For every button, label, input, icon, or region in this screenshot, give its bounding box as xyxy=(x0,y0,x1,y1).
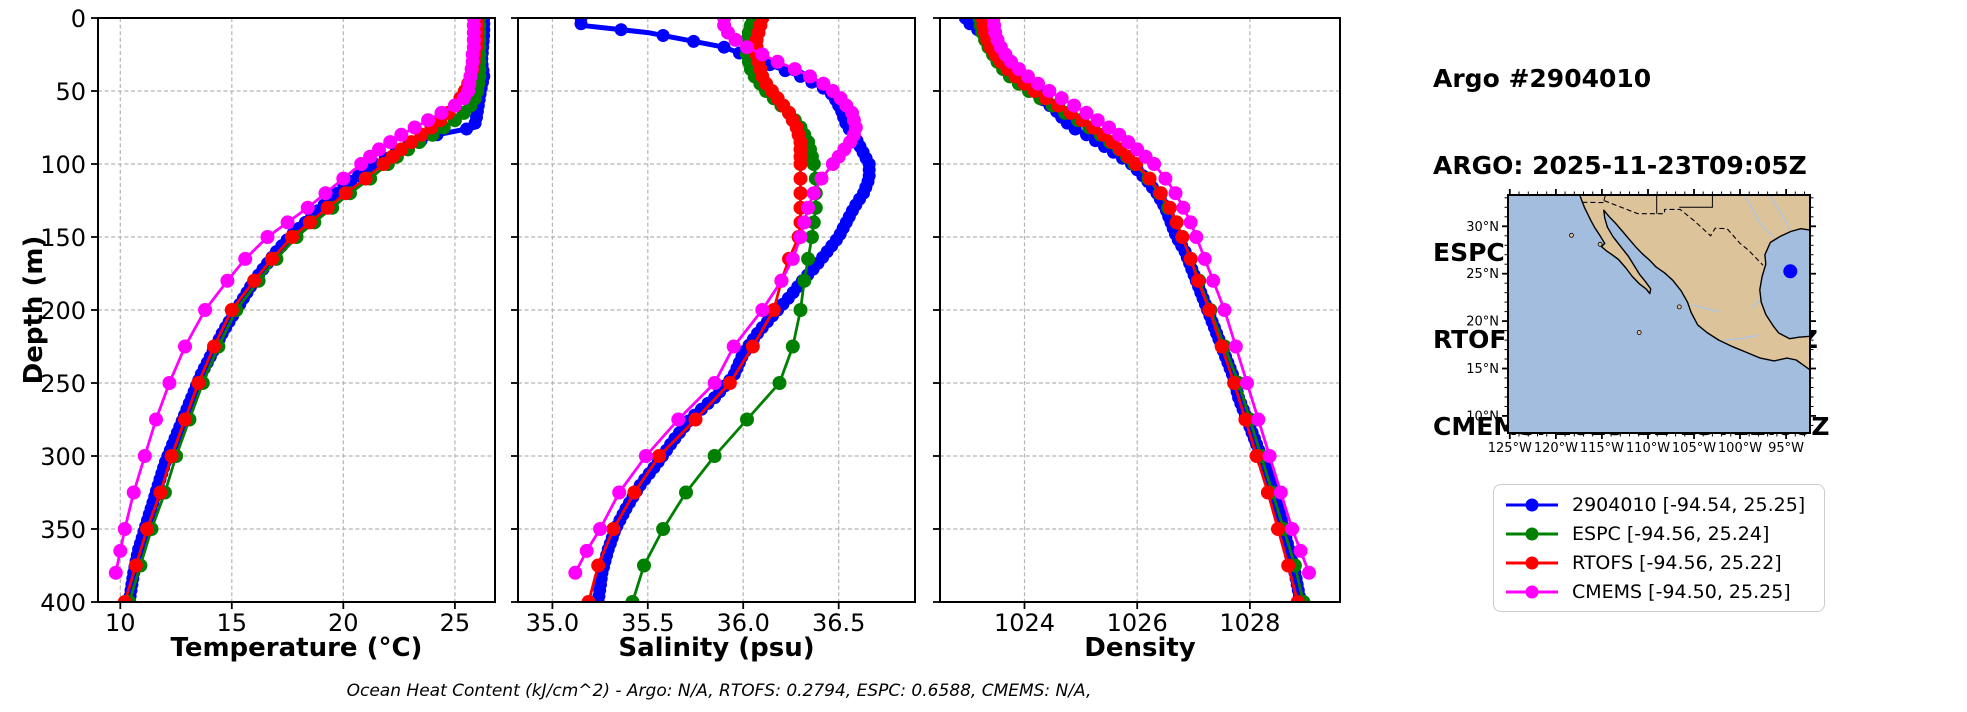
map-lon-tick-label: 105°W xyxy=(1672,441,1716,456)
legend-line-sample-rtofs xyxy=(1506,556,1558,569)
map-island xyxy=(1569,232,1574,238)
x-tick-label: 25 xyxy=(440,609,471,637)
salinity-profile-chart: 35.0 35.5 36.0 36.5 xyxy=(511,17,916,637)
map-lat-tick-label: 30°N xyxy=(1466,220,1499,235)
legend-item-espc: ESPC [-94.56, 25.24] xyxy=(1504,519,1824,548)
legend-line-sample-cmems xyxy=(1506,585,1558,598)
density-series-RTOFS xyxy=(975,18,1305,602)
map-island xyxy=(1597,241,1603,247)
map-river xyxy=(1750,299,1760,310)
x-tick-label: 35.5 xyxy=(621,609,674,637)
series-markers-CMEMS xyxy=(108,18,481,580)
temperature-series-group xyxy=(108,18,491,602)
map-island xyxy=(1676,304,1682,310)
map-river xyxy=(1744,194,1775,239)
salinity-series-group xyxy=(568,18,876,602)
legend-sample-marker xyxy=(1525,527,1539,540)
argo-timestamp: ARGO: 2025-11-23T09:05Z xyxy=(1433,151,1807,180)
map-country-border xyxy=(1582,199,1764,266)
temperature-series-CMEMS xyxy=(108,18,481,580)
density-profile-chart: 1024 1026 1028 xyxy=(933,17,1341,637)
y-tick-label: 350 xyxy=(40,516,86,544)
series-markers-CMEMS xyxy=(568,18,863,580)
x-tick-label: 35.0 xyxy=(526,609,579,637)
float-title: Argo #2904010 xyxy=(1433,64,1652,93)
map-lon-tick-label: 120°W xyxy=(1534,441,1578,456)
map-lat-tick-label: 20°N xyxy=(1466,315,1499,330)
float-position-marker xyxy=(1783,264,1798,279)
temperature-axis-label: Temperature (°C) xyxy=(170,633,423,663)
legend-item-argo: 2904010 [-94.54, 25.25] xyxy=(1504,490,1824,519)
legend-sample-marker xyxy=(1525,585,1539,598)
x-tick-label: 1026 xyxy=(1107,609,1168,637)
ocean-heat-content-caption: Ocean Heat Content (kJ/cm^2) - Argo: N/A… xyxy=(346,681,1092,701)
map-lat-tick-label: 15°N xyxy=(1466,362,1499,377)
map-lat-tick-label: 10°N xyxy=(1466,409,1499,424)
map-lon-tick-label: 100°W xyxy=(1718,441,1762,456)
salinity-series-CMEMS xyxy=(568,18,863,580)
salinity-axis-label: Salinity (psu) xyxy=(618,633,815,663)
map-island xyxy=(1636,330,1642,335)
density-series-group xyxy=(958,18,1316,602)
x-tick-label: 15 xyxy=(217,609,248,637)
map-land xyxy=(1579,194,1811,371)
map-frame xyxy=(1507,194,1811,434)
legend-label-rtofs: RTOFS [-94.56, 25.22] xyxy=(1572,551,1782,574)
y-tick-label: 400 xyxy=(40,589,86,617)
x-tick-label: 36.0 xyxy=(716,609,769,637)
y-tick-label: 100 xyxy=(40,151,86,179)
y-tick-label: 200 xyxy=(40,297,86,325)
map-lon-tick-label: 110°W xyxy=(1626,441,1670,456)
y-tick-label: 300 xyxy=(40,443,86,471)
density-axis-label: Density xyxy=(1084,633,1196,663)
y-tick-label: 150 xyxy=(40,224,86,252)
legend-label-argo: 2904010 [-94.54, 25.25] xyxy=(1572,493,1806,516)
map-lat-tick-label: 25°N xyxy=(1466,267,1499,282)
legend-label-espc: ESPC [-94.56, 25.24] xyxy=(1572,522,1770,545)
density-series-CMEMS xyxy=(986,18,1316,580)
map-lon-tick-label: 115°W xyxy=(1580,441,1624,456)
x-tick-label: 36.5 xyxy=(812,609,865,637)
legend-item-cmems: CMEMS [-94.50, 25.25] xyxy=(1504,577,1824,606)
legend: 2904010 [-94.54, 25.25] ESPC [-94.56, 25… xyxy=(1493,484,1825,612)
legend-line-sample-espc xyxy=(1506,527,1558,540)
series-markers-RTOFS xyxy=(975,18,1305,602)
y-tick-label: 50 xyxy=(55,78,86,106)
legend-sample-marker xyxy=(1525,556,1539,569)
legend-line-sample-argo xyxy=(1506,498,1558,511)
map-lon-tick-label: 95°W xyxy=(1768,441,1804,456)
map-river xyxy=(1768,194,1791,231)
y-tick-label: 0 xyxy=(71,5,86,33)
salinity-grid xyxy=(518,18,915,602)
x-tick-label: 1028 xyxy=(1219,609,1280,637)
map-river xyxy=(1723,334,1759,341)
map-river xyxy=(1691,304,1719,313)
map-state-border xyxy=(1679,195,1713,208)
x-tick-label: 10 xyxy=(105,609,136,637)
legend-sample-marker xyxy=(1525,498,1539,511)
x-tick-label: 1024 xyxy=(994,609,1055,637)
legend-label-cmems: CMEMS [-94.50, 25.25] xyxy=(1572,580,1791,603)
x-tick-label: 20 xyxy=(328,609,359,637)
map-lon-tick-label: 125°W xyxy=(1488,441,1532,456)
y-tick-label: 250 xyxy=(40,370,86,398)
legend-item-rtofs: RTOFS [-94.56, 25.22] xyxy=(1504,548,1824,577)
location-map: 125°W 120°W 115°W 110°W 105°W 100°W 95°W 30°N 25… xyxy=(1466,189,1816,456)
series-markers-CMEMS xyxy=(986,18,1316,580)
